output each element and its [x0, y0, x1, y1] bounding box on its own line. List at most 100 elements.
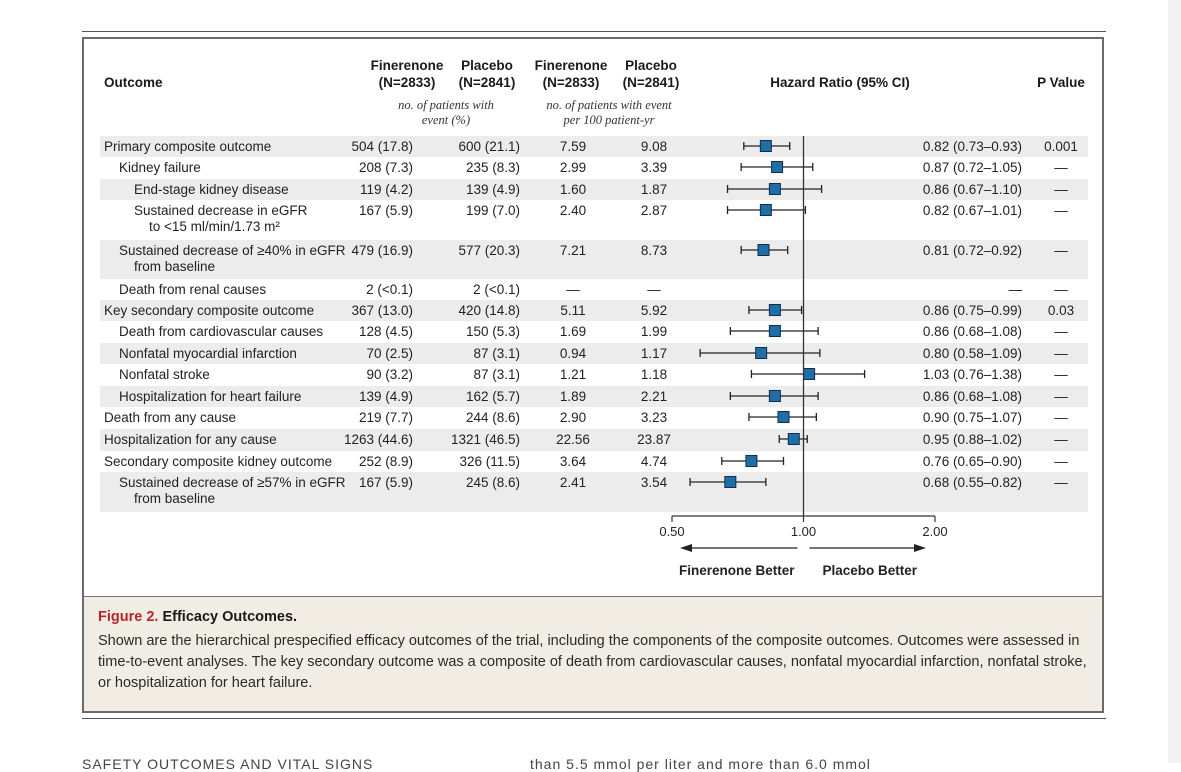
next-section-heading: SAFETY OUTCOMES AND VITAL SIGNS [82, 756, 374, 772]
next-body-text: than 5.5 mmol per liter and more than 6.… [530, 756, 871, 772]
placebo-rate: 1.17 [641, 346, 667, 361]
p-value: — [1054, 203, 1068, 218]
hazard-ratio-value: 0.95 (0.88–1.02) [923, 432, 1022, 447]
hazard-ratio-value: 0.86 (0.68–1.08) [923, 324, 1022, 339]
placebo-rate: — [647, 282, 661, 297]
hr-point [759, 140, 772, 152]
header-pla-rate-line1: Placebo [625, 58, 677, 73]
placebo-rate: 3.39 [641, 160, 667, 175]
outcome-label: End-stage kidney disease [134, 182, 289, 197]
row-stripe [100, 179, 1088, 200]
outcome-label: to <15 ml/min/1.73 m² [149, 219, 280, 234]
finerenone-count: 367 (13.0) [351, 303, 413, 318]
row-stripe [100, 429, 1088, 451]
header-fin-count-line2: (N=2833) [378, 75, 436, 90]
header-fin-rate: Finerenone (N=2833) [526, 57, 616, 91]
finerenone-rate: — [566, 282, 580, 297]
placebo-count: 1321 (46.5) [451, 432, 520, 447]
p-value: — [1054, 324, 1068, 339]
finerenone-count: 128 (4.5) [359, 324, 413, 339]
hr-point [787, 433, 800, 445]
header-outcome: Outcome [104, 75, 163, 90]
caption-title: Figure 2. Efficacy Outcomes. [98, 609, 1088, 625]
finerenone-count: 252 (8.9) [359, 454, 413, 469]
p-value: — [1054, 282, 1068, 297]
finerenone-better-label: Finerenone Better [679, 563, 795, 578]
finerenone-count: 1263 (44.6) [344, 432, 413, 447]
placebo-better-label: Placebo Better [823, 563, 918, 578]
subheader-count: no. of patients with event (%) [368, 98, 524, 128]
caption-figure-label: Figure 2. [98, 609, 159, 625]
hazard-ratio-value: 0.86 (0.75–0.99) [923, 303, 1022, 318]
outcome-label: Secondary composite kidney outcome [104, 454, 332, 469]
finerenone-rate: 3.64 [560, 454, 587, 469]
x-tick-label: 2.00 [922, 524, 947, 539]
x-tick-label: 0.50 [659, 524, 684, 539]
placebo-rate: 4.74 [641, 454, 668, 469]
subheader-rate-line1: no. of patients with event [546, 98, 672, 112]
hazard-ratio-value: — [1009, 282, 1023, 297]
finerenone-count: 479 (16.9) [351, 243, 413, 258]
row-stripe [100, 300, 1088, 321]
header-p-value: P Value [1037, 75, 1085, 90]
hazard-ratio-value: 0.68 (0.55–0.82) [923, 475, 1022, 490]
hr-point [745, 455, 758, 467]
placebo-count: 600 (21.1) [458, 139, 520, 154]
hazard-ratio-value: 0.86 (0.67–1.10) [923, 182, 1022, 197]
p-value: — [1054, 454, 1068, 469]
outcome-label: Hospitalization for any cause [104, 432, 277, 447]
row-stripe [100, 343, 1088, 364]
finerenone-rate: 1.21 [560, 367, 586, 382]
row-stripe [100, 472, 1088, 512]
outcome-label: Sustained decrease of ≥40% in eGFR [119, 243, 346, 258]
p-value: — [1054, 160, 1068, 175]
placebo-rate: 9.08 [641, 139, 667, 154]
placebo-count: 245 (8.6) [466, 475, 520, 490]
hr-point [724, 476, 737, 488]
subheader-rate-line2: per 100 patient-yr [563, 113, 655, 127]
placebo-count: 199 (7.0) [466, 203, 520, 218]
hazard-ratio-value: 0.76 (0.65–0.90) [923, 454, 1022, 469]
outcome-label: from baseline [134, 259, 215, 274]
header-pla-count-line2: (N=2841) [458, 75, 516, 90]
finerenone-rate: 7.59 [560, 139, 586, 154]
placebo-count: 326 (11.5) [459, 454, 520, 469]
outcome-label: Death from renal causes [119, 282, 266, 297]
p-value: — [1054, 410, 1068, 425]
placebo-rate: 8.73 [641, 243, 667, 258]
outcome-label: from baseline [134, 491, 215, 506]
hazard-ratio-value: 1.03 (0.76–1.38) [923, 367, 1022, 382]
header-fin-count-line1: Finerenone [370, 58, 444, 73]
header-pla-rate: Placebo (N=2841) [612, 57, 690, 91]
outcome-label: Death from any cause [104, 410, 236, 425]
top-rule [82, 31, 1106, 32]
hazard-ratio-value: 0.86 (0.68–1.08) [923, 389, 1022, 404]
forest-plot: Primary composite outcome 504 (17.8) 600 (… [100, 136, 1088, 578]
placebo-count: 87 (3.1) [473, 346, 520, 361]
placebo-count: 2 (<0.1) [473, 282, 520, 297]
placebo-rate: 3.23 [641, 410, 667, 425]
finerenone-count: 208 (7.3) [359, 160, 413, 175]
hr-point [755, 347, 768, 359]
p-value: — [1054, 475, 1068, 490]
hr-point [768, 183, 781, 195]
finerenone-count: 70 (2.5) [366, 346, 413, 361]
p-value: — [1054, 432, 1068, 447]
hazard-ratio-value: 0.82 (0.73–0.93) [923, 139, 1022, 154]
placebo-count: 162 (5.7) [466, 389, 520, 404]
header-pla-count-line1: Placebo [461, 58, 513, 73]
placebo-rate: 3.54 [641, 475, 668, 490]
placebo-rate: 1.99 [641, 324, 667, 339]
placebo-count: 244 (8.6) [466, 410, 520, 425]
finerenone-count: 167 (5.9) [359, 203, 413, 218]
outcome-label: Primary composite outcome [104, 139, 271, 154]
hazard-ratio-value: 0.82 (0.67–1.01) [923, 203, 1022, 218]
finerenone-count: 504 (17.8) [351, 139, 413, 154]
finerenone-count: 219 (7.7) [359, 410, 413, 425]
finerenone-rate: 1.69 [560, 324, 586, 339]
hr-point [768, 325, 781, 337]
placebo-count: 420 (14.8) [458, 303, 520, 318]
placebo-count: 139 (4.9) [466, 182, 520, 197]
finerenone-count: 167 (5.9) [359, 475, 413, 490]
page-edge [1168, 0, 1181, 763]
